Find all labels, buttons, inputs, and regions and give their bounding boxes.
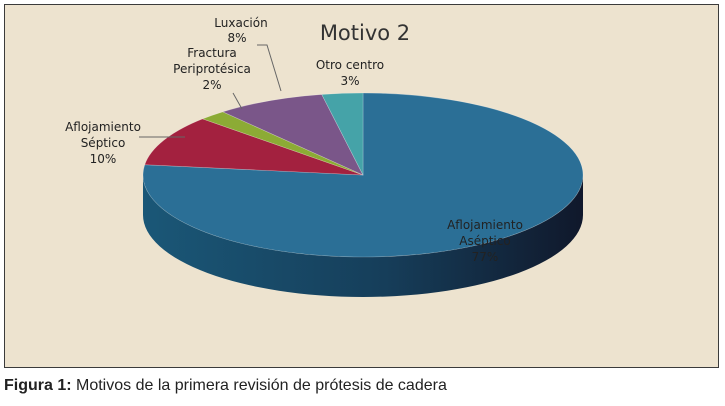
leader-line-3: [257, 44, 282, 92]
figure-caption: Figura 1: Motivos de la primera revisión…: [4, 377, 447, 395]
data-label-0: Aflojamiento Aséptico 77%: [447, 218, 523, 264]
pie-slice-2: [201, 111, 364, 176]
pie-slice-4: [321, 92, 364, 176]
data-label-1: Aflojamiento Séptico 10%: [65, 120, 141, 166]
pie-slice-0: [142, 92, 584, 258]
chart-area: Aflojamiento Aséptico 77% Aflojamiento Sépti…: [4, 4, 719, 368]
data-label-4: Otro centro 3%: [316, 58, 384, 88]
caption-label: Figura 1:: [4, 377, 72, 394]
leader-line-2: [232, 92, 243, 110]
pie-chart: Aflojamiento Aséptico 77% Aflojamiento Sépti…: [65, 16, 584, 297]
data-label-2: Fractura Periprotésica 2%: [173, 46, 251, 92]
chart-title: Motivo 2: [320, 21, 410, 45]
caption-text: Motivos de la primera revisión de prótes…: [71, 377, 447, 394]
pie-slice-3: [221, 94, 364, 176]
slice-side-0: [143, 175, 583, 297]
data-label-3: Luxación 8%: [214, 16, 267, 45]
pie-slice-1: [144, 118, 364, 176]
